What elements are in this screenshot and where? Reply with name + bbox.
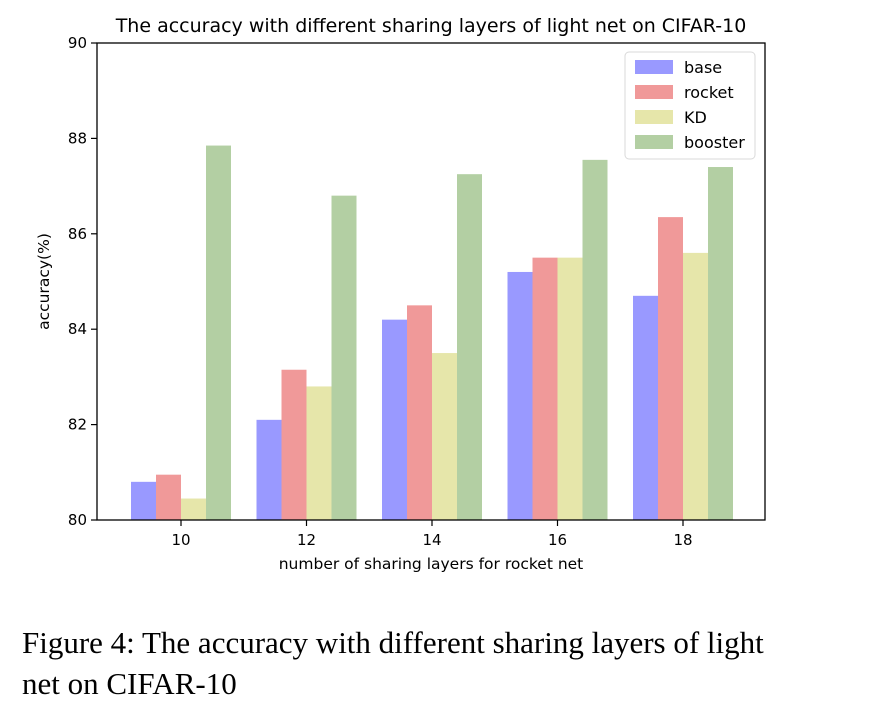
legend-swatch-rocket <box>635 85 673 99</box>
legend-swatch-KD <box>635 110 673 124</box>
bar-rocket-12 <box>281 369 307 520</box>
legend-box <box>624 51 756 160</box>
x-tick-label: 10 <box>171 531 190 549</box>
bar-rocket-16 <box>532 257 558 520</box>
bar-base-16 <box>507 271 533 520</box>
plot-frame <box>96 42 766 521</box>
bar-rocket-18 <box>658 217 683 521</box>
bar-booster-14 <box>457 174 482 521</box>
bar-booster-16 <box>582 159 608 521</box>
y-axis-label: accuracy(%) <box>35 233 53 330</box>
x-axis: 10 12 14 16 18 <box>171 520 693 549</box>
bar-base-10 <box>131 481 156 520</box>
bar-KD-18 <box>683 252 708 520</box>
legend-label-base: base <box>684 58 722 77</box>
y-tick-label: 82 <box>68 416 87 434</box>
legend-label-KD: KD <box>684 108 707 127</box>
y-tick-label: 80 <box>68 511 87 529</box>
bar-KD-10 <box>181 498 206 520</box>
bar-KD-14 <box>432 353 457 520</box>
bar-rocket-10 <box>156 474 181 520</box>
x-tick-label: 12 <box>297 531 316 549</box>
bar-booster-12 <box>331 195 357 520</box>
x-tick-label: 14 <box>422 531 441 549</box>
x-tick-label: 18 <box>673 531 692 549</box>
y-tick-label: 86 <box>68 225 87 243</box>
bar-KD-12 <box>306 386 332 520</box>
bar-KD-16 <box>557 257 583 520</box>
bar-base-12 <box>256 419 282 520</box>
y-tick-label: 90 <box>68 34 87 52</box>
bar-base-14 <box>382 319 407 520</box>
legend: base rocket KD booster <box>624 51 756 160</box>
x-tick-label: 16 <box>548 531 567 549</box>
bar-base-18 <box>633 295 658 520</box>
bars-group <box>131 145 733 521</box>
legend-swatch-booster <box>635 135 673 149</box>
figure-caption: Figure 4: The accuracy with different sh… <box>22 622 872 704</box>
bar-rocket-14 <box>407 305 432 520</box>
chart-title: The accuracy with different sharing laye… <box>115 15 747 37</box>
legend-swatch-base <box>635 60 673 74</box>
y-tick-label: 84 <box>68 320 87 338</box>
x-axis-label: number of sharing layers for rocket net <box>279 555 584 573</box>
y-axis: 80 82 84 86 88 90 <box>68 34 97 529</box>
bar-booster-10 <box>206 145 231 520</box>
legend-label-booster: booster <box>684 133 745 152</box>
caption-line-1: Figure 4: The accuracy with different sh… <box>22 625 764 660</box>
legend-label-rocket: rocket <box>684 83 734 102</box>
bar-booster-18 <box>708 167 733 520</box>
y-tick-label: 88 <box>68 129 87 147</box>
caption-line-2: net on CIFAR-10 <box>22 666 237 701</box>
bar-chart: The accuracy with different sharing laye… <box>35 15 766 573</box>
